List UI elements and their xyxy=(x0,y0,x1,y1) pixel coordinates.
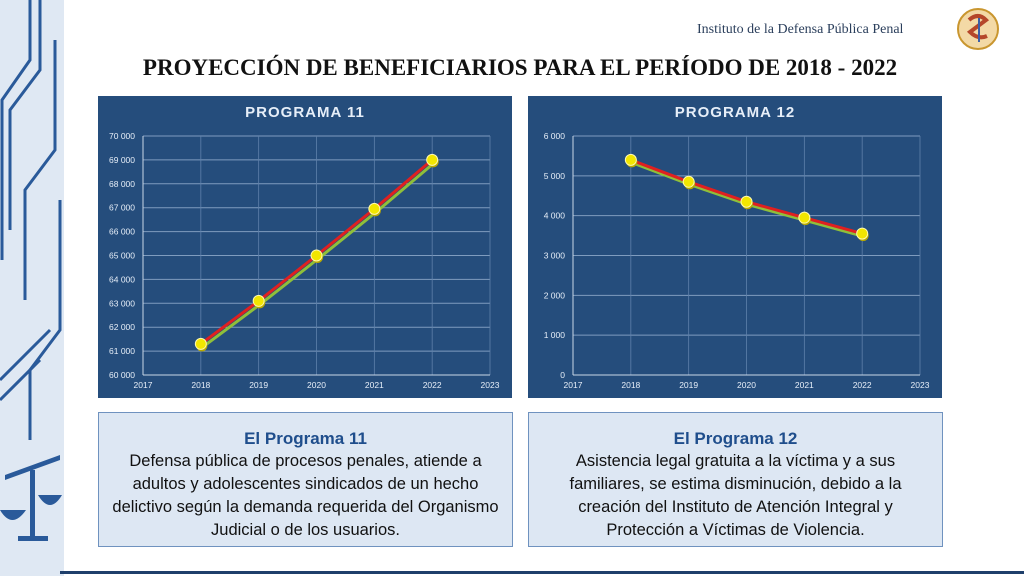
y-tick-label: 66 000 xyxy=(109,227,135,237)
y-tick-label: 70 000 xyxy=(109,131,135,141)
data-point xyxy=(252,294,265,307)
program-12-description-box: El Programa 12 Asistencia legal gratuita… xyxy=(528,412,943,547)
data-point xyxy=(856,227,869,240)
scales-of-justice-decoration xyxy=(0,0,62,541)
data-point xyxy=(624,153,637,166)
y-tick-label: 3 000 xyxy=(544,251,566,261)
y-tick-label: 6 000 xyxy=(544,131,566,141)
y-tick-label: 69 000 xyxy=(109,155,135,165)
x-tick-label: 2019 xyxy=(679,380,698,390)
x-tick-label: 2023 xyxy=(911,380,930,390)
x-tick-label: 2019 xyxy=(249,380,268,390)
x-tick-label: 2022 xyxy=(423,380,442,390)
y-tick-label: 60 000 xyxy=(109,370,135,380)
x-tick-label: 2020 xyxy=(307,380,326,390)
data-point xyxy=(682,175,695,188)
x-tick-label: 2022 xyxy=(853,380,872,390)
data-point xyxy=(368,202,381,215)
organization-name: Instituto de la Defensa Pública Penal xyxy=(697,22,904,37)
y-tick-label: 65 000 xyxy=(109,251,135,261)
page-title: PROYECCIÓN DE BENEFICIARIOS PARA EL PERÍ… xyxy=(142,55,898,80)
program-11-description-box: El Programa 11 Defensa pública de proces… xyxy=(98,412,513,547)
y-tick-label: 2 000 xyxy=(544,290,566,300)
data-point xyxy=(798,211,811,224)
data-point xyxy=(426,153,439,166)
y-tick-label: 0 xyxy=(560,370,565,380)
x-tick-label: 2023 xyxy=(481,380,500,390)
description-heading: El Programa 11 xyxy=(244,429,367,448)
y-tick-label: 1 000 xyxy=(544,330,566,340)
y-tick-label: 68 000 xyxy=(109,179,135,189)
y-tick-label: 61 000 xyxy=(109,346,135,356)
y-tick-label: 5 000 xyxy=(544,171,566,181)
data-point xyxy=(740,195,753,208)
institution-logo-icon xyxy=(957,8,999,50)
x-tick-label: 2018 xyxy=(191,380,210,390)
description-heading: El Programa 12 xyxy=(673,429,798,448)
y-tick-label: 62 000 xyxy=(109,322,135,332)
data-point xyxy=(194,337,207,350)
chart-title: PROGRAMA 11 xyxy=(245,104,365,121)
footer-divider xyxy=(60,571,1024,574)
y-tick-label: 63 000 xyxy=(109,298,135,308)
y-tick-label: 67 000 xyxy=(109,203,135,213)
x-tick-label: 2020 xyxy=(737,380,756,390)
x-tick-label: 2017 xyxy=(564,380,583,390)
description-text: Defensa pública de procesos penales, ati… xyxy=(112,452,499,539)
data-point xyxy=(310,249,323,262)
chart-title: PROGRAMA 12 xyxy=(674,104,796,121)
chart-programa-11-plot: 60 000 61 000 62 000 63 000 64 000 65 000 66 0… xyxy=(109,131,500,390)
x-tick-label: 2021 xyxy=(795,380,814,390)
chart-programa-11: 60 000 61 000 62 000 63 000 64 000 65 000 66 0… xyxy=(98,96,512,398)
y-tick-label: 64 000 xyxy=(109,274,135,284)
x-tick-label: 2021 xyxy=(365,380,384,390)
x-tick-label: 2017 xyxy=(134,380,153,390)
y-tick-label: 4 000 xyxy=(544,211,566,221)
description-text: Asistencia legal gratuita a la víctima y… xyxy=(569,452,902,539)
x-tick-label: 2018 xyxy=(621,380,640,390)
chart-programa-12-plot: 0 1 000 2 000 3 000 4 000 5 000 6 000 2017 2018 2… xyxy=(544,131,930,390)
chart-programa-12: 0 1 000 2 000 3 000 4 000 5 000 6 000 2017 2018 2… xyxy=(528,96,942,398)
